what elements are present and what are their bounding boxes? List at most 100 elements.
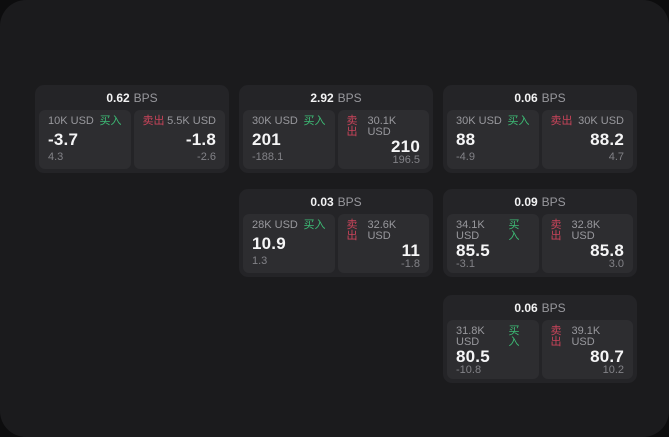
spread-value: 2.92 xyxy=(310,90,334,105)
buy-tile-header: 30K USD 买入 xyxy=(252,116,326,127)
spread-header: 0.06 BPS xyxy=(443,85,637,110)
buy-amount: 30K USD xyxy=(252,115,298,127)
quote-card: 2.92 BPS 30K USD 买入 201 -188.1 卖出 30.1K … xyxy=(239,85,433,173)
sell-amount: 32.8K USD xyxy=(571,219,601,242)
quote-body: 10K USD 买入 -3.7 4.3 卖出 5.5K USD -1.8 -2.… xyxy=(35,110,229,169)
sell-tile[interactable]: 卖出 39.1K USD 80.7 10.2 xyxy=(541,320,633,379)
buy-side-label: 买入 xyxy=(507,115,530,127)
quote-body: 30K USD 买入 201 -188.1 卖出 30.1K USD 210 1… xyxy=(239,110,433,169)
spread-unit: BPS xyxy=(337,90,362,105)
sell-price: 11 xyxy=(401,241,420,260)
buy-delta: -4.9 xyxy=(456,151,475,163)
quote-body: 34.1K USD 买入 85.5 -3.1 卖出 32.8K USD 85.8… xyxy=(443,214,637,273)
buy-tile-header: 30K USD 买入 xyxy=(456,116,530,127)
sell-amount: 30K USD xyxy=(578,115,624,127)
sell-price: 80.7 xyxy=(590,347,624,366)
sell-side-label: 卖出 xyxy=(550,219,562,242)
quote-card: 0.03 BPS 28K USD 买入 10.9 1.3 卖出 32.6K US… xyxy=(239,189,433,277)
sell-tile-header: 卖出 30.1K USD xyxy=(347,116,421,138)
buy-side-label: 买入 xyxy=(508,219,520,242)
sell-tile[interactable]: 卖出 32.8K USD 85.8 3.0 xyxy=(541,214,633,273)
quote-body: 28K USD 买入 10.9 1.3 卖出 32.6K USD 11 -1.8 xyxy=(239,214,433,273)
buy-amount: 34.1K USD xyxy=(456,219,485,242)
sell-side-label: 卖出 xyxy=(346,219,358,242)
buy-tile[interactable]: 34.1K USD 买入 85.5 -3.1 xyxy=(447,214,539,273)
sell-price: 88.2 xyxy=(590,130,624,149)
spread-unit: BPS xyxy=(133,90,158,105)
buy-side-label: 买入 xyxy=(303,219,326,231)
sell-tile-header: 卖出 39.1K USD xyxy=(551,326,625,348)
sell-price: -1.8 xyxy=(185,130,216,149)
spread-header: 2.92 BPS xyxy=(239,85,433,110)
buy-amount: 30K USD xyxy=(456,115,502,127)
buy-delta: -10.8 xyxy=(456,364,482,376)
quote-body: 30K USD 买入 88 -4.9 卖出 30K USD 88.2 4.7 xyxy=(443,110,637,169)
buy-tile-header: 28K USD 买入 xyxy=(252,220,326,231)
buy-delta: 1.3 xyxy=(252,255,268,267)
sell-tile-header: 卖出 30K USD xyxy=(551,116,625,127)
spread-unit: BPS xyxy=(337,194,362,209)
spread-header: 0.03 BPS xyxy=(239,189,433,214)
spread-unit: BPS xyxy=(541,300,566,315)
buy-tile[interactable]: 30K USD 买入 201 -188.1 xyxy=(243,110,335,169)
spread-value: 0.62 xyxy=(106,90,130,105)
sell-tile[interactable]: 卖出 30K USD 88.2 4.7 xyxy=(541,110,633,169)
buy-delta: 4.3 xyxy=(48,151,64,163)
quote-card: 0.06 BPS 30K USD 买入 88 -4.9 卖出 30K USD 8… xyxy=(443,85,637,173)
buy-amount: 10K USD xyxy=(48,115,94,127)
buy-price: 80.5 xyxy=(456,347,490,366)
sell-price: 210 xyxy=(391,137,420,156)
buy-tile[interactable]: 28K USD 买入 10.9 1.3 xyxy=(243,214,335,273)
buy-price: 201 xyxy=(252,130,281,149)
sell-delta: -1.8 xyxy=(401,258,420,270)
buy-delta: -3.1 xyxy=(456,258,475,270)
sell-side-label: 卖出 xyxy=(550,325,562,348)
quote-body: 31.8K USD 买入 80.5 -10.8 卖出 39.1K USD 80.… xyxy=(443,320,637,379)
spread-unit: BPS xyxy=(541,90,566,105)
buy-side-label: 买入 xyxy=(508,325,520,348)
sell-delta: 4.7 xyxy=(608,151,624,163)
buy-price: -3.7 xyxy=(48,130,79,149)
sell-side-label: 卖出 xyxy=(550,115,573,127)
buy-amount: 31.8K USD xyxy=(456,325,485,348)
spread-value: 0.09 xyxy=(514,194,538,209)
sell-delta: 3.0 xyxy=(608,258,624,270)
buy-side-label: 买入 xyxy=(303,115,326,127)
quote-card: 0.06 BPS 31.8K USD 买入 80.5 -10.8 卖出 39.1… xyxy=(443,295,637,383)
sell-amount: 5.5K USD xyxy=(167,115,216,127)
buy-tile-header: 34.1K USD 买入 xyxy=(456,220,530,242)
sell-tile-header: 卖出 32.6K USD xyxy=(347,220,421,242)
spread-header: 0.09 BPS xyxy=(443,189,637,214)
buy-tile[interactable]: 31.8K USD 买入 80.5 -10.8 xyxy=(447,320,539,379)
quote-card: 0.62 BPS 10K USD 买入 -3.7 4.3 卖出 5.5K USD… xyxy=(35,85,229,173)
sell-side-label: 卖出 xyxy=(142,115,165,127)
sell-tile-header: 卖出 32.8K USD xyxy=(551,220,625,242)
sell-amount: 32.6K USD xyxy=(367,219,397,242)
buy-tile[interactable]: 30K USD 买入 88 -4.9 xyxy=(447,110,539,169)
spread-value: 0.06 xyxy=(514,90,538,105)
buy-price: 85.5 xyxy=(456,241,490,260)
buy-price: 88 xyxy=(456,130,476,149)
quote-card: 0.09 BPS 34.1K USD 买入 85.5 -3.1 卖出 32.8K… xyxy=(443,189,637,277)
buy-price: 10.9 xyxy=(252,234,286,253)
sell-tile-header: 卖出 5.5K USD xyxy=(143,116,217,127)
spread-unit: BPS xyxy=(541,194,566,209)
sell-tile[interactable]: 卖出 5.5K USD -1.8 -2.6 xyxy=(133,110,225,169)
sell-tile[interactable]: 卖出 32.6K USD 11 -1.8 xyxy=(337,214,429,273)
buy-tile-header: 10K USD 买入 xyxy=(48,116,122,127)
sell-side-label: 卖出 xyxy=(346,115,358,138)
sell-delta: 10.2 xyxy=(602,364,624,376)
sell-amount: 39.1K USD xyxy=(571,325,601,348)
sell-amount: 30.1K USD xyxy=(367,115,397,138)
sell-tile[interactable]: 卖出 30.1K USD 210 196.5 xyxy=(337,110,429,169)
buy-side-label: 买入 xyxy=(99,115,122,127)
buy-tile[interactable]: 10K USD 买入 -3.7 4.3 xyxy=(39,110,131,169)
spread-value: 0.06 xyxy=(514,300,538,315)
spread-header: 0.06 BPS xyxy=(443,295,637,320)
buy-tile-header: 31.8K USD 买入 xyxy=(456,326,530,348)
spread-header: 0.62 BPS xyxy=(35,85,229,110)
sell-delta: 196.5 xyxy=(392,154,420,166)
sell-delta: -2.6 xyxy=(197,151,216,163)
